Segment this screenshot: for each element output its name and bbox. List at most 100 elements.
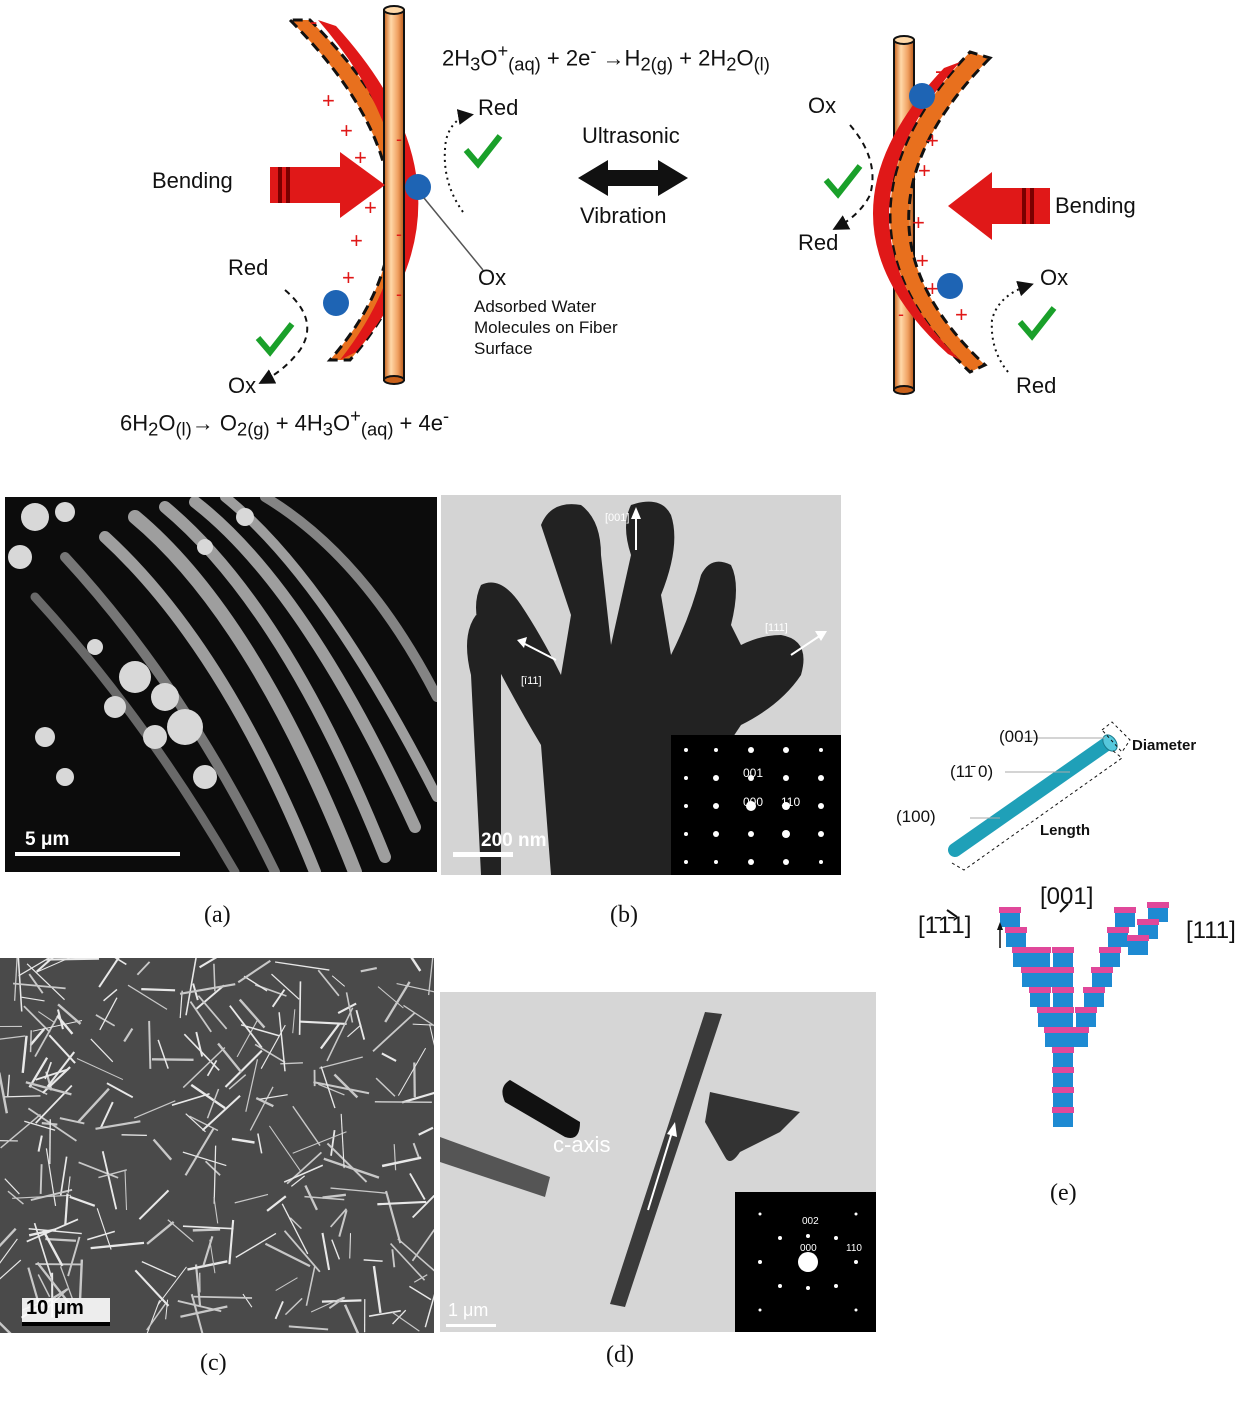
left-molecule-lower xyxy=(323,290,349,316)
right-red-band xyxy=(872,62,960,360)
tree-block-cap xyxy=(1099,947,1121,953)
tree-block-cap xyxy=(1114,907,1136,913)
svg-text:+: + xyxy=(926,276,939,301)
nanowire xyxy=(318,1083,345,1096)
tree-block xyxy=(1076,1013,1096,1027)
panel-c-sem-image: 10 μm xyxy=(0,958,434,1333)
dir-label-m111-b: [ī11] xyxy=(521,675,542,687)
nanowire xyxy=(26,963,65,1001)
tree-block xyxy=(1100,953,1120,967)
nanowire xyxy=(45,1148,57,1207)
nanowire xyxy=(195,984,225,1010)
nanowire xyxy=(403,1004,434,1027)
tree-block-cap xyxy=(1091,967,1113,973)
nanowire xyxy=(28,1228,82,1235)
nanowire xyxy=(78,1259,84,1299)
nanowire xyxy=(242,1293,253,1308)
nanowire xyxy=(124,1170,128,1211)
nanowire xyxy=(375,1077,396,1097)
nanowire xyxy=(410,958,422,972)
svg-text:-: - xyxy=(310,9,317,34)
nanowire xyxy=(372,1265,382,1314)
tree-block xyxy=(1038,1013,1058,1027)
face-label-1m10: (11̄ 0) xyxy=(950,762,994,781)
nanowire xyxy=(190,1293,204,1333)
nanowire xyxy=(182,1225,234,1230)
svg-text:-: - xyxy=(898,304,904,324)
right-fiber-assembly: + + + + + + - - - - xyxy=(823,35,1057,395)
svg-text:+: + xyxy=(322,88,335,113)
nanowire xyxy=(171,1092,210,1106)
nanowire xyxy=(146,1221,175,1245)
tree-block-cap xyxy=(1005,927,1027,933)
svg-text:-: - xyxy=(880,216,886,236)
nanowire xyxy=(206,1088,220,1119)
nanowire xyxy=(330,1129,336,1156)
nanowire xyxy=(39,1164,43,1194)
inset-label-002-d: 002 xyxy=(802,1216,819,1227)
svg-text:-: - xyxy=(396,284,402,304)
nanowire xyxy=(179,990,183,1019)
nanowire xyxy=(411,1194,434,1219)
nanowire xyxy=(217,1042,243,1073)
ox-label-right-upper: Ox xyxy=(808,93,837,118)
tree-block-cap xyxy=(1052,1007,1074,1013)
nanowire xyxy=(4,1095,41,1098)
nanowire xyxy=(281,1203,309,1255)
nanowire xyxy=(64,1193,69,1225)
nanowire xyxy=(290,1175,306,1187)
nanowire xyxy=(381,1052,397,1062)
nanowire xyxy=(187,1260,228,1271)
tree-block-cap xyxy=(1137,919,1159,925)
panel-a-sem-image: 5 μm xyxy=(5,497,437,872)
nanowire xyxy=(182,1151,227,1167)
branched-tree-schematic xyxy=(999,902,1169,1127)
tree-block-cap xyxy=(1052,987,1074,993)
nanowire xyxy=(32,1019,83,1032)
nanowire xyxy=(165,1299,169,1320)
nanowire xyxy=(136,961,151,976)
nanowire xyxy=(177,1300,222,1313)
nanowire xyxy=(141,987,176,992)
nanowire xyxy=(397,1238,434,1272)
nanowire xyxy=(48,1034,76,1064)
nanowire xyxy=(0,1238,18,1264)
tree-block-cap xyxy=(1037,1007,1059,1013)
caption-b: (b) xyxy=(610,902,638,928)
nanowire xyxy=(317,969,340,997)
nanowire xyxy=(98,1169,127,1179)
nanowire xyxy=(37,1135,43,1152)
nanowire xyxy=(224,1049,263,1088)
nanowire xyxy=(34,1013,61,1058)
nanowire xyxy=(190,1083,226,1110)
nanowire xyxy=(411,1228,434,1262)
svg-text:+: + xyxy=(342,265,355,290)
nanowire xyxy=(322,1193,347,1199)
tree-block xyxy=(1148,908,1168,922)
nanowire xyxy=(0,1113,41,1149)
scale-bar-label-c: 10 μm xyxy=(26,1297,84,1319)
tree-block xyxy=(1045,1033,1065,1047)
nanowire xyxy=(284,1297,303,1316)
nanowire xyxy=(228,1074,247,1090)
nanowire xyxy=(44,1061,52,1080)
svg-text:+: + xyxy=(926,128,939,153)
nanowire xyxy=(21,996,45,1002)
right-bending-label: Bending xyxy=(1055,193,1136,218)
left-plus-signs: +++ +++ - xyxy=(310,9,377,290)
nanowire xyxy=(67,1236,81,1277)
nanowire xyxy=(377,986,404,1009)
tree-block-cap xyxy=(1052,1067,1074,1073)
nanowire xyxy=(21,1035,28,1073)
nanowire xyxy=(0,1227,17,1248)
nanowire xyxy=(56,1009,64,1030)
nanowire xyxy=(259,1094,288,1100)
nanowire xyxy=(59,1117,85,1125)
nanowire xyxy=(321,1299,362,1303)
nanowire xyxy=(377,1200,427,1206)
nanowire xyxy=(36,958,54,973)
nanowire xyxy=(157,1039,169,1069)
panel-e-diagram xyxy=(946,721,1169,1127)
nanowire xyxy=(4,1178,20,1195)
tree-block-cap xyxy=(999,907,1021,913)
